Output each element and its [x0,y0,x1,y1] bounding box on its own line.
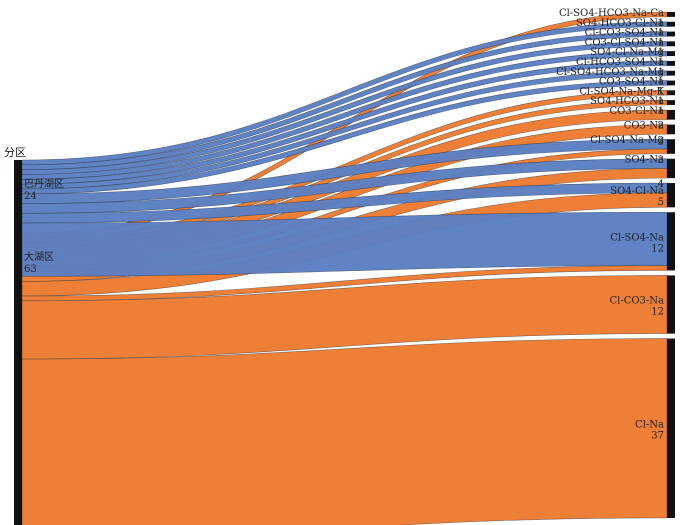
source-node-label: 巴丹湖区 [24,178,64,190]
target-node-label: Cl-Na [635,419,664,430]
flow-link [21,265,668,302]
target-node-co3-so4-na [667,80,675,86]
source-node-value: 63 [24,264,37,275]
target-node-so4-cl-na [667,183,675,208]
flow-link [21,41,668,175]
source-node-bar [14,233,22,525]
target-node-label: Cl-CO3-Na [609,296,664,307]
target-node-label: Cl-SO4-HCO3-Na-Ca [559,8,664,19]
target-node-value: 5 [658,197,664,208]
target-node-cl-so4-na-mg [667,139,675,154]
target-node-cl-co3-na [667,275,675,334]
target-node-label: SO4-Cl-Na [610,186,664,197]
target-node-label: SO4-HCO3-Na [590,96,664,107]
target-node-value: 1 [658,106,664,117]
target-node-value: 1 [658,57,664,68]
target-node-so4-hco3-cl-na [667,21,675,27]
target-node-so4-hco3-na [667,100,675,105]
target-node-label: CO3-Na [624,121,664,132]
target-node-co3-cl-na [667,109,675,120]
target-node-label: CO3-Cl-Na [609,106,664,117]
flow-link [21,338,668,525]
target-node-label: SO4-Cl-Na-Mg [590,47,664,58]
target-node-cl-co3-so4-na [667,31,675,37]
target-node-label: Cl-HCO3-SO4-Na [576,57,664,68]
nodes [14,12,675,525]
source-node-label: 大湖区 [24,250,54,263]
target-node-value: 1 [658,28,664,39]
target-node-label: SO4-Na [624,155,664,166]
target-node-label: Cl-SO4-Na-Mg [590,135,664,146]
target-node-cl-so4-hco3-na-mg [667,70,675,76]
target-node-cl-hco3-so4-na [667,60,675,66]
target-node-value: 4 [658,179,664,190]
target-node-value: 1 [658,47,664,58]
target-node-value: 1 [658,77,664,88]
target-node-cl-so4-na-mg-k [667,90,675,96]
target-node-co3-na [667,124,675,135]
target-node-label: Cl-CO3-SO4-Na [585,28,664,39]
target-node-value: 1 [658,18,664,29]
target-node-label: SO4-HCO3-Cl-Na [576,18,664,29]
target-node-co3-cl-so4-na [667,41,675,47]
labels: 巴丹湖区24大湖区63分区Cl-SO4-HCO3-Na-Ca1SO4-HCO3-… [4,8,665,441]
target-node-value: 1 [658,37,664,48]
target-node-value: 37 [651,430,664,441]
target-node-so4-cl-na-mg [667,51,675,57]
flow-link [21,275,668,360]
target-node-label: CO3-SO4-Na [599,77,664,88]
target-node-cl-so4-na [667,212,675,271]
target-node-label: Cl-SO4-HCO3-Na-Mg [556,67,665,78]
target-node-label: Cl-SO4-Na [610,232,664,243]
target-node-value: 1 [658,86,664,97]
source-node-value: 24 [24,191,37,202]
target-node-value: 1 [658,96,664,107]
target-node-value: 12 [651,243,664,254]
target-node-label: CO3-Cl-SO4-Na [585,37,664,48]
target-node-value: 12 [651,307,664,318]
target-node-so4-na [667,158,675,179]
target-node-label: Cl-SO4-Na-Mg-K [579,86,664,97]
target-node-value: 1 [658,67,664,78]
flow-link [21,60,668,185]
source-column-header: 分区 [4,146,26,159]
source-node-bar [14,160,22,277]
target-node-cl-na [667,338,675,518]
target-node-value: 2 [658,135,664,146]
flow-links [21,11,668,525]
target-node-value: 3 [658,155,664,166]
target-node-cl-so4-hco3-na-ca [667,12,675,17]
flow-link [21,50,668,180]
target-node-value: 2 [658,121,664,132]
